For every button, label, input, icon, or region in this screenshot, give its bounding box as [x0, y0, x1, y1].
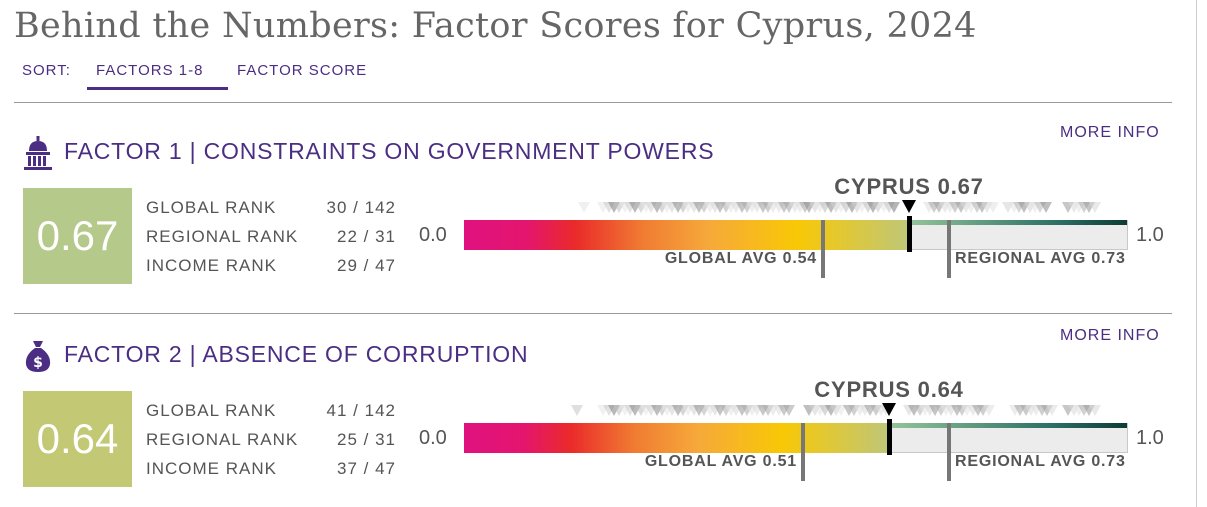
rank-row-global: GLOBAL RANK 30 / 142 [146, 198, 400, 227]
country-score-marker [907, 216, 912, 252]
distribution-triangle [578, 202, 590, 213]
global-avg-label: GLOBAL AVG 0.54 [664, 250, 817, 267]
distribution-triangle [1040, 202, 1052, 213]
rank-value: 25 / 31 [337, 430, 396, 449]
rank-row-global: GLOBAL RANK 41 / 142 [146, 401, 400, 430]
score-bar-fill [464, 423, 889, 453]
rank-label: INCOME RANK [146, 256, 277, 275]
rank-label: REGIONAL RANK [146, 227, 299, 246]
rank-value: 37 / 47 [337, 459, 396, 478]
global-avg-marker [821, 220, 825, 278]
distribution-triangle [783, 405, 795, 416]
distribution-triangle [835, 405, 847, 416]
factor-title: FACTOR 1 | CONSTRAINTS ON GOVERNMENT POW… [64, 138, 715, 164]
distribution-triangle [983, 405, 995, 416]
rank-label: GLOBAL RANK [146, 198, 277, 217]
regional-avg-marker [947, 220, 951, 278]
sort-option-factor-score[interactable]: FACTOR SCORE [237, 62, 368, 79]
rank-value: 30 / 142 [326, 198, 396, 217]
score-bar-tail [889, 423, 1127, 428]
rank-list: GLOBAL RANK 30 / 142 REGIONAL RANK 22 / … [146, 198, 400, 285]
page-scroll-edge [1196, 0, 1197, 507]
regional-avg-marker [947, 423, 951, 481]
sort-option-factors[interactable]: FACTORS 1-8 [96, 62, 204, 79]
factor-card-2: $ FACTOR 2 | ABSENCE OF CORRUPTION MORE … [0, 327, 1207, 507]
sort-selected-underline [87, 87, 228, 90]
distribution-triangle [888, 202, 900, 213]
regional-avg-label: REGIONAL AVG 0.73 [955, 250, 1126, 267]
country-pointer-icon [882, 403, 896, 416]
svg-text:$: $ [33, 355, 43, 371]
distribution-triangle [1089, 202, 1101, 213]
global-avg-label: GLOBAL AVG 0.51 [644, 453, 797, 470]
sort-label: SORT: [22, 62, 71, 79]
rank-row-income: INCOME RANK 37 / 47 [146, 459, 400, 488]
rank-value: 22 / 31 [337, 227, 396, 246]
rank-value: 29 / 47 [337, 256, 396, 275]
country-pointer-icon [902, 200, 916, 213]
rank-label: GLOBAL RANK [146, 401, 277, 420]
score-bar-fill [464, 220, 909, 250]
country-score-label: CYPRUS 0.64 [814, 377, 964, 402]
score-bar-tail [909, 220, 1127, 225]
rank-row-regional: REGIONAL RANK 22 / 31 [146, 227, 400, 256]
more-info-link[interactable]: MORE INFO [1060, 327, 1160, 344]
factor-title: FACTOR 2 | ABSENCE OF CORRUPTION [64, 341, 529, 367]
divider [14, 313, 1172, 314]
scale-max-label: 1.0 [1136, 427, 1164, 449]
rank-list: GLOBAL RANK 41 / 142 REGIONAL RANK 25 / … [146, 401, 400, 488]
rank-label: INCOME RANK [146, 459, 277, 478]
capitol-icon [24, 136, 52, 170]
money-bag-icon: $ [25, 341, 51, 372]
country-score-label: CYPRUS 0.67 [834, 174, 984, 199]
score-bar: CYPRUS 0.64 GLOBAL AVG 0.51 REGIONAL AVG… [464, 377, 1128, 481]
score-bar: CYPRUS 0.67 GLOBAL AVG 0.54 REGIONAL AVG… [464, 174, 1128, 278]
divider [14, 102, 1172, 103]
scale-min-label: 0.0 [419, 224, 447, 246]
rank-row-income: INCOME RANK 29 / 47 [146, 256, 400, 285]
page-title: Behind the Numbers: Factor Scores for Cy… [14, 6, 977, 46]
distribution-triangle [1089, 405, 1101, 416]
rank-value: 41 / 142 [326, 401, 396, 420]
rank-label: REGIONAL RANK [146, 430, 299, 449]
distribution-triangle [1046, 405, 1058, 416]
global-avg-marker [801, 423, 805, 481]
regional-avg-label: REGIONAL AVG 0.73 [955, 453, 1126, 470]
distribution-triangle [571, 405, 583, 416]
country-score-marker [887, 419, 892, 455]
scale-min-label: 0.0 [419, 427, 447, 449]
score-box: 0.67 [23, 188, 132, 284]
scale-max-label: 1.0 [1136, 224, 1164, 246]
rank-row-regional: REGIONAL RANK 25 / 31 [146, 430, 400, 459]
score-box: 0.64 [23, 391, 132, 487]
more-info-link[interactable]: MORE INFO [1060, 124, 1160, 141]
distribution-triangle [987, 202, 999, 213]
factor-card-1: FACTOR 1 | CONSTRAINTS ON GOVERNMENT POW… [0, 124, 1207, 314]
